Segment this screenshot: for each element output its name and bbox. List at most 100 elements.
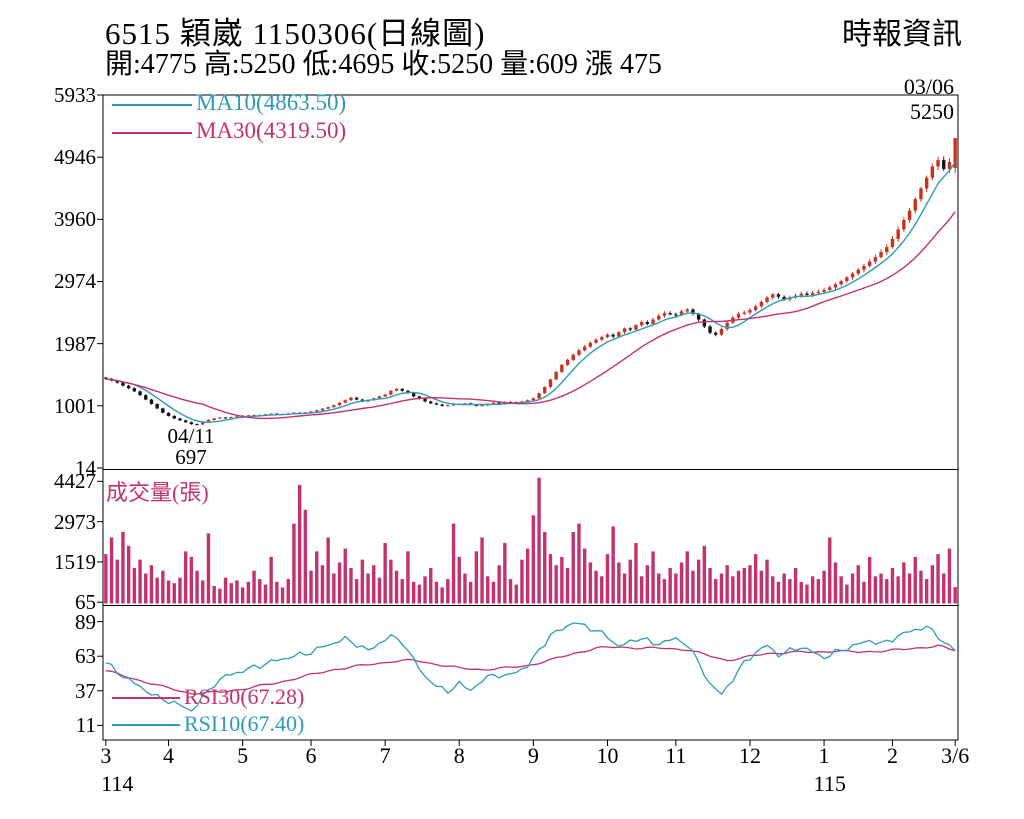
candle-body xyxy=(765,297,769,302)
volume-bar xyxy=(183,551,188,604)
volume-bar xyxy=(588,562,593,604)
candle-body xyxy=(326,407,330,409)
volume-bar xyxy=(577,523,581,604)
candle-body xyxy=(856,269,860,274)
candle-body xyxy=(429,401,433,404)
volume-bar xyxy=(560,556,564,604)
volume-bar xyxy=(714,579,718,604)
volume-bar xyxy=(297,484,302,604)
volume-bar xyxy=(349,567,353,604)
rsi10-legend-line xyxy=(112,724,180,726)
volume-bar xyxy=(816,579,821,604)
candle-body xyxy=(126,385,131,389)
rsi-axis-label: 63 xyxy=(75,644,96,669)
candle-body xyxy=(149,399,154,404)
volume-bar xyxy=(258,579,262,604)
candle-body xyxy=(571,354,575,360)
candle-body xyxy=(121,382,125,386)
candle-body xyxy=(212,418,216,421)
rsi30-legend-line xyxy=(112,697,180,699)
volume-bar xyxy=(867,556,872,604)
volume-bar xyxy=(679,562,684,604)
volume-bar xyxy=(810,576,815,604)
candle-body xyxy=(696,313,701,320)
candle-body xyxy=(617,332,621,337)
candle-body xyxy=(611,334,615,337)
candle-body xyxy=(902,219,906,230)
candle-body xyxy=(736,313,741,318)
volume-bar xyxy=(913,556,917,604)
volume-bar xyxy=(400,579,404,604)
x-axis-month-label: 3/6 xyxy=(941,743,970,768)
volume-bar xyxy=(144,573,148,604)
volume-bar xyxy=(776,581,781,604)
price-axis-label: 1001 xyxy=(54,393,96,418)
volume-bar xyxy=(902,562,906,604)
volume-bar xyxy=(440,587,444,604)
volume-bar xyxy=(166,580,171,604)
x-axis-month-label: 3 xyxy=(100,743,112,768)
candle-body xyxy=(942,160,946,169)
volume-bar xyxy=(320,565,325,604)
volume-bar xyxy=(132,567,137,604)
volume-bar xyxy=(280,587,285,604)
candle-body xyxy=(446,405,450,407)
candle-body xyxy=(719,328,724,335)
volume-bar xyxy=(605,554,610,604)
candle-body xyxy=(400,388,404,391)
candle-body xyxy=(594,339,598,343)
volume-bar xyxy=(771,576,775,604)
volume-bar xyxy=(326,537,330,604)
candle-body xyxy=(862,265,866,270)
volume-bar xyxy=(423,576,427,604)
price-axis-label: 3960 xyxy=(54,207,96,232)
ma10-legend-line xyxy=(112,104,192,106)
rsi10-line xyxy=(105,622,956,712)
candle-body xyxy=(491,402,496,404)
volume-bar xyxy=(514,584,518,604)
volume-bar xyxy=(206,533,211,604)
volume-bar xyxy=(554,565,558,604)
candle-body xyxy=(144,395,148,400)
low-annotation-date: 04/11 xyxy=(167,424,215,448)
volume-bar xyxy=(879,573,883,604)
high-annotation-date: 03/06 xyxy=(903,74,954,99)
volume-bar xyxy=(873,576,878,604)
candle-body xyxy=(845,277,849,282)
candle-body xyxy=(235,416,239,418)
volume-bar xyxy=(628,559,632,604)
candle-body xyxy=(417,396,422,399)
volume-bar xyxy=(582,548,587,604)
volume-bar xyxy=(138,559,142,604)
candle-body xyxy=(924,177,929,189)
volume-bar xyxy=(674,573,678,604)
volume-bar xyxy=(828,537,832,604)
candle-body xyxy=(896,229,900,239)
x-axis-month-label: 10 xyxy=(596,743,619,768)
volume-bar xyxy=(839,576,843,604)
volume-bar xyxy=(309,570,313,604)
volume-bar xyxy=(195,570,199,604)
volume-bar xyxy=(845,584,849,604)
candle-body xyxy=(668,313,672,315)
candle-body xyxy=(206,420,211,423)
candle-body xyxy=(805,293,809,295)
price-axis-label: 5933 xyxy=(54,83,96,107)
volume-bar xyxy=(668,567,672,604)
chart-title: 6515 穎崴 1150306(日線圖) xyxy=(105,16,486,51)
volume-bar xyxy=(406,551,410,604)
volume-bar xyxy=(924,579,929,604)
x-axis-year-label: 114 xyxy=(101,771,134,796)
volume-bar xyxy=(645,565,650,604)
volume-bar xyxy=(537,477,541,604)
x-axis-month-label: 5 xyxy=(237,743,249,768)
volume-bar xyxy=(229,583,233,604)
volume-bar xyxy=(109,537,114,604)
candle-body xyxy=(628,328,632,330)
volume-bar xyxy=(286,579,290,604)
volume-bar xyxy=(252,570,256,604)
candle-body xyxy=(189,422,194,425)
volume-bar xyxy=(885,579,889,604)
